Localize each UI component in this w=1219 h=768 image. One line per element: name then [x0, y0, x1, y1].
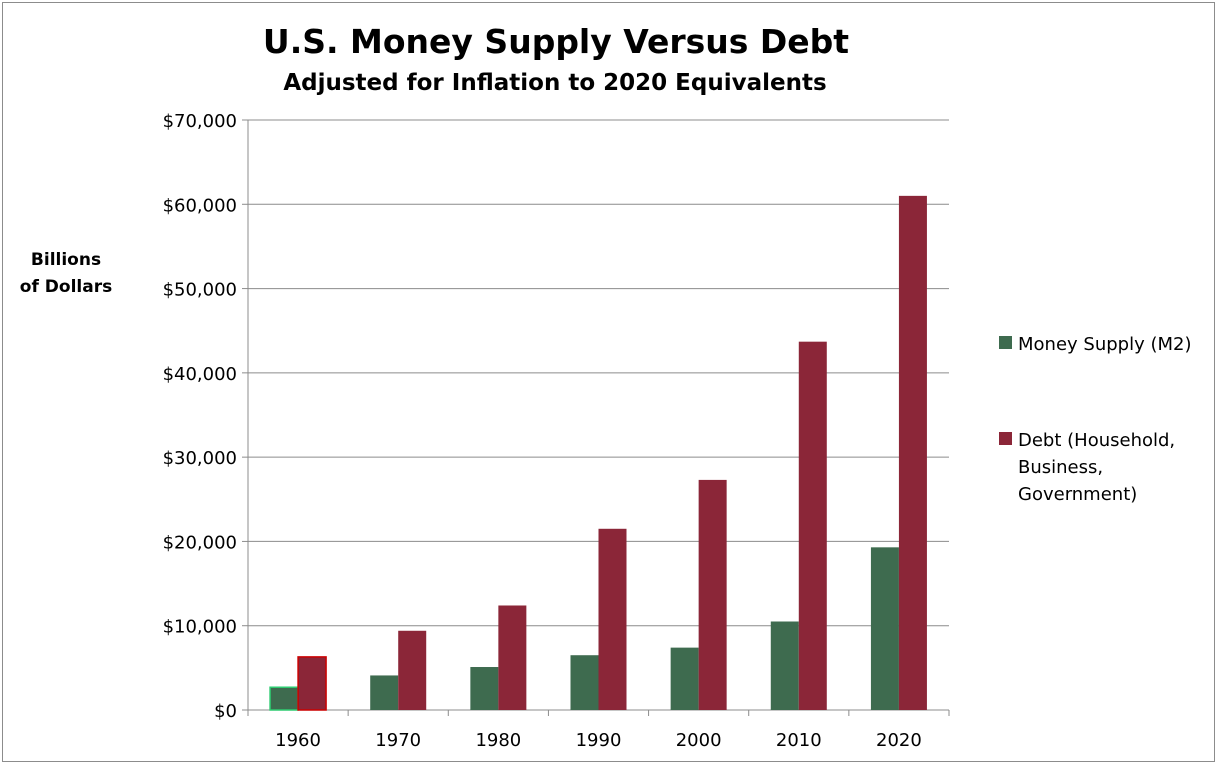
x-tick-label: 1960 — [275, 730, 321, 751]
x-tick-label: 2010 — [776, 730, 822, 751]
y-tick-label: $10,000 — [163, 617, 237, 638]
y-tick-label: $50,000 — [163, 280, 237, 301]
y-tick-label: $20,000 — [163, 532, 237, 553]
gridlines — [248, 119, 949, 627]
bar-money-supply-1960 — [269, 686, 299, 711]
bar-money-supply-1980 — [470, 667, 499, 710]
legend-label-debt-line: Government) — [1018, 484, 1137, 505]
x-tick-label: 2020 — [876, 730, 922, 751]
legend-label-money-supply: Money Supply (M2) — [1018, 334, 1192, 355]
y-tick-label: $0 — [214, 701, 237, 722]
x-tick-label: 1980 — [475, 730, 521, 751]
x-tick-label: 1990 — [576, 730, 622, 751]
y-axis-label-line2: of Dollars — [20, 277, 112, 297]
axes: $0 $10,000 $20,000 $30,000 $40,000 $50,000 $60… — [163, 111, 950, 751]
bar-money-supply-2020 — [870, 547, 899, 710]
bar-debt-1980 — [498, 605, 527, 710]
y-tick-label: $30,000 — [163, 448, 237, 469]
x-tick-label: 2000 — [676, 730, 722, 751]
bar-debt-1970 — [398, 630, 427, 710]
y-tick-label: $60,000 — [163, 195, 237, 216]
legend-swatch-money-supply — [999, 336, 1012, 349]
y-tick-label: $70,000 — [163, 111, 237, 132]
chart-subtitle: Adjusted for Inflation to 2020 Equivalen… — [283, 70, 826, 96]
bar-debt-2010 — [798, 341, 827, 710]
bar-money-supply-1990 — [570, 655, 599, 710]
x-tick-label: 1970 — [375, 730, 421, 751]
bar-debt-2000 — [698, 479, 727, 710]
bar-money-supply-2000 — [670, 647, 699, 710]
chart-title: U.S. Money Supply Versus Debt — [263, 22, 849, 61]
bar-money-supply-2010 — [770, 621, 799, 710]
legend-label-debt-line: Business, — [1018, 457, 1103, 478]
legend-label-debt-line: Debt (Household, — [1018, 430, 1175, 451]
bar-debt-1990 — [598, 528, 627, 710]
bars — [269, 195, 927, 711]
legend: Money Supply (M2) Debt (Household, Busines… — [999, 334, 1192, 505]
bar-debt-1960 — [297, 656, 327, 711]
y-axis-label-line1: Billions — [31, 250, 101, 270]
y-tick-label: $40,000 — [163, 364, 237, 385]
chart-svg: U.S. Money Supply Versus Debt Adjusted f… — [20, 22, 1192, 751]
legend-swatch-debt — [999, 432, 1012, 445]
bar-money-supply-1970 — [370, 675, 399, 710]
bar-debt-2020 — [898, 195, 927, 710]
